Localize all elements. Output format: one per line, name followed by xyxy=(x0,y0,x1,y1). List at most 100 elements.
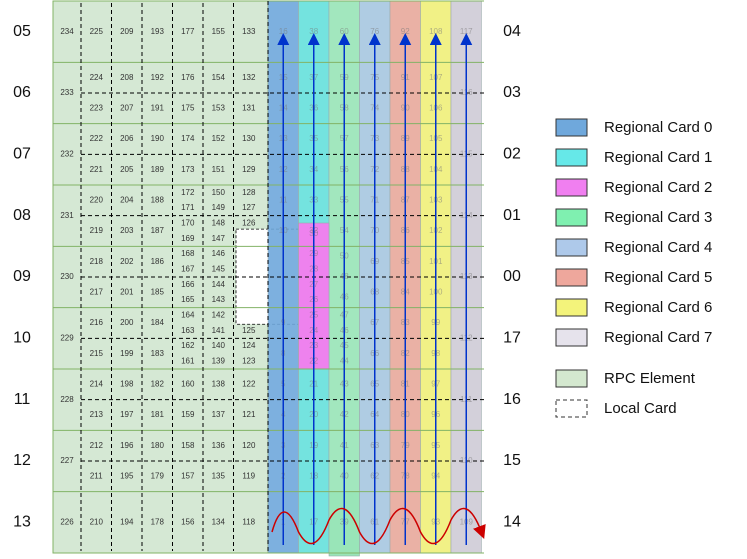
cell-number: 197 xyxy=(120,410,134,419)
cell-number: 146 xyxy=(212,249,226,258)
legend-swatch-regional-card-5 xyxy=(555,268,588,287)
cell-number: 218 xyxy=(90,257,104,266)
cell-number: 206 xyxy=(120,134,134,143)
regional-cell-number: 117 xyxy=(460,27,473,36)
cell-number: 203 xyxy=(120,226,134,235)
cell-number: 130 xyxy=(242,134,256,143)
legend-label: Regional Card 5 xyxy=(604,269,712,286)
cell-number: 140 xyxy=(212,341,226,350)
legend-label: Local Card xyxy=(604,400,677,417)
cell-number: 212 xyxy=(90,441,104,450)
cell-number: 127 xyxy=(242,203,256,212)
legend-swatch-regional-card-1 xyxy=(555,148,588,167)
row-label-right: 03 xyxy=(503,84,521,101)
cell-number: 165 xyxy=(181,295,195,304)
cell-number: 121 xyxy=(242,410,256,419)
cell-number: 156 xyxy=(181,517,195,526)
cell-number: 144 xyxy=(212,280,226,289)
regional-cell-number: 92 xyxy=(401,27,410,36)
cell-number: 129 xyxy=(242,165,256,174)
cell-number: 138 xyxy=(212,379,226,388)
cell-number: 131 xyxy=(242,103,256,112)
cell-number: 145 xyxy=(212,264,226,273)
cell-number: 161 xyxy=(181,356,195,365)
cell-number: 192 xyxy=(151,73,165,82)
regional-cell-number: 16 xyxy=(279,27,288,36)
cell-number: 211 xyxy=(90,471,103,480)
cell-number: 193 xyxy=(151,27,165,36)
cell-number: 143 xyxy=(212,295,226,304)
cell-number: 139 xyxy=(212,356,226,365)
row-label-right: 17 xyxy=(503,330,521,347)
cell-number: 157 xyxy=(181,471,195,480)
cell-number: 149 xyxy=(212,203,226,212)
cell-number: 205 xyxy=(120,165,134,174)
daisy-chain-arrow xyxy=(271,507,486,545)
regional-cell-number: 60 xyxy=(340,27,349,36)
legend-label: Regional Card 2 xyxy=(604,179,712,196)
cell-number: 155 xyxy=(212,27,226,36)
legend-swatch-rpc-element xyxy=(555,369,588,388)
cell-number: 216 xyxy=(90,318,104,327)
cell-number: 213 xyxy=(90,410,104,419)
cell-number: 199 xyxy=(120,349,134,358)
cell-number: 169 xyxy=(181,234,195,243)
row-labels: 05 06 07 08 09 10 11 12 13 04 03 02 01 00 17 16 15 14 xyxy=(13,23,521,531)
cell-number: 185 xyxy=(151,287,165,296)
cell-number: 123 xyxy=(242,356,256,365)
cell-number: 141 xyxy=(212,326,226,335)
cell-number: 124 xyxy=(242,341,256,350)
cell-number: 137 xyxy=(212,410,226,419)
cell-number: 208 xyxy=(120,73,134,82)
cell-number: 191 xyxy=(151,103,165,112)
cell-number: 163 xyxy=(181,326,195,335)
cell-number: 152 xyxy=(212,134,226,143)
row-label-right: 15 xyxy=(503,452,521,469)
legend-label: Regional Card 7 xyxy=(604,329,712,346)
row-label-left: 11 xyxy=(14,391,31,408)
cell-number: 182 xyxy=(151,379,165,388)
row-label-right: 14 xyxy=(503,514,521,531)
cell-number: 194 xyxy=(120,517,134,526)
cell-number: 202 xyxy=(120,257,134,266)
cell-number: 172 xyxy=(181,188,195,197)
legend-swatch-regional-card-3 xyxy=(555,208,588,227)
cell-number: 186 xyxy=(151,257,165,266)
cell-number: 136 xyxy=(212,441,226,450)
row-label-left: 13 xyxy=(13,514,31,531)
row-id: 232 xyxy=(60,149,74,158)
row-label-left: 12 xyxy=(13,452,31,469)
cell-number: 126 xyxy=(242,218,256,227)
row-label-left: 05 xyxy=(13,23,31,40)
legend-swatch-local-card xyxy=(555,399,588,418)
cell-number: 171 xyxy=(181,203,195,212)
cell-number: 147 xyxy=(212,234,226,243)
regional-cell-number: 108 xyxy=(429,27,443,36)
regional-cell-number: 38 xyxy=(309,27,318,36)
cell-number: 195 xyxy=(120,471,134,480)
row-id: 229 xyxy=(60,333,74,342)
cell-number: 175 xyxy=(181,103,195,112)
legend-swatch-regional-card-4 xyxy=(555,238,588,257)
legend-swatch-regional-card-0 xyxy=(555,118,588,137)
cell-number: 148 xyxy=(212,218,226,227)
cell-number: 150 xyxy=(212,188,226,197)
row-id: 230 xyxy=(60,272,74,281)
row-id: 234 xyxy=(60,27,74,36)
row-label-right: 16 xyxy=(503,391,521,408)
cell-number: 119 xyxy=(242,471,255,480)
cell-number: 122 xyxy=(242,379,256,388)
cell-number: 164 xyxy=(181,310,195,319)
cell-number: 189 xyxy=(151,165,165,174)
cell-number: 125 xyxy=(242,326,256,335)
row-label-left: 08 xyxy=(13,207,31,224)
cell-number: 142 xyxy=(212,310,226,319)
legend-label: RPC Element xyxy=(604,370,696,387)
cell-number: 188 xyxy=(151,195,165,204)
cell-number: 215 xyxy=(90,349,104,358)
cell-number: 196 xyxy=(120,441,134,450)
cell-number: 132 xyxy=(242,73,256,82)
cell-number: 170 xyxy=(181,218,195,227)
cell-number: 217 xyxy=(90,287,104,296)
